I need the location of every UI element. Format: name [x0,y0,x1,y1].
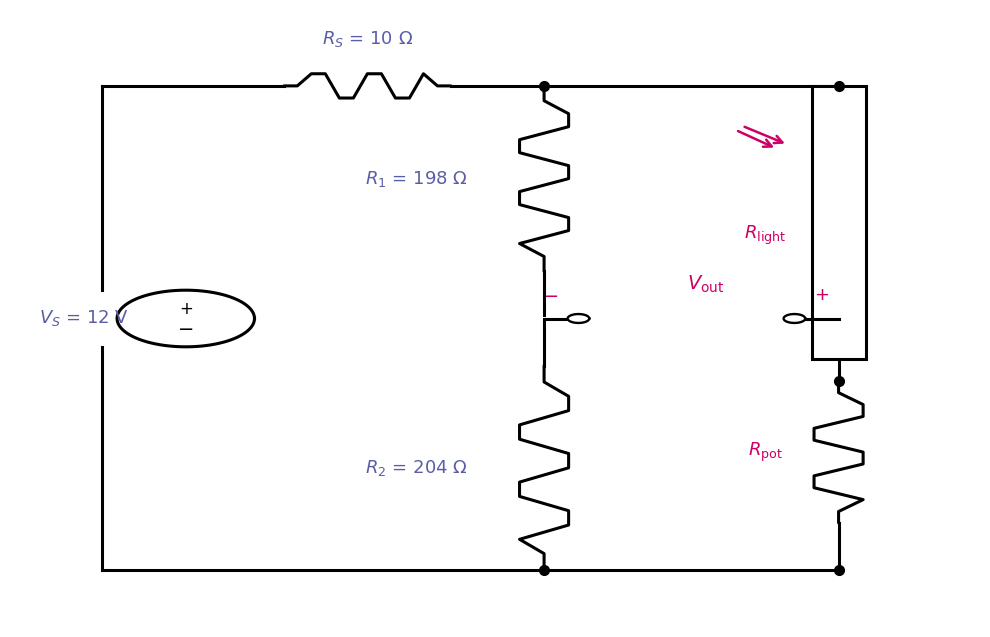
Text: $+$: $+$ [815,285,830,304]
Text: $\mathit{V}_{\rm out}$: $\mathit{V}_{\rm out}$ [687,273,725,294]
Text: $\mathit{V_S}$ = 12 V: $\mathit{V_S}$ = 12 V [39,308,129,329]
Text: +: + [179,299,193,318]
Text: $\mathit{R}_{\rm pot}$: $\mathit{R}_{\rm pot}$ [747,441,782,464]
Text: −: − [177,320,194,340]
Polygon shape [784,314,805,323]
Text: $\mathit{R_2}$ = 204 $\Omega$: $\mathit{R_2}$ = 204 $\Omega$ [365,458,468,478]
Polygon shape [117,290,254,347]
Text: $\mathit{R}_{\rm light}$: $\mathit{R}_{\rm light}$ [743,224,786,247]
Polygon shape [567,314,589,323]
Text: $\mathit{R_S}$ = 10 $\Omega$: $\mathit{R_S}$ = 10 $\Omega$ [322,29,413,49]
Text: $\mathit{R_1}$ = 198 $\Omega$: $\mathit{R_1}$ = 198 $\Omega$ [365,169,468,189]
Polygon shape [812,86,865,359]
Bar [812,86,865,359]
Text: $-$: $-$ [544,285,558,304]
